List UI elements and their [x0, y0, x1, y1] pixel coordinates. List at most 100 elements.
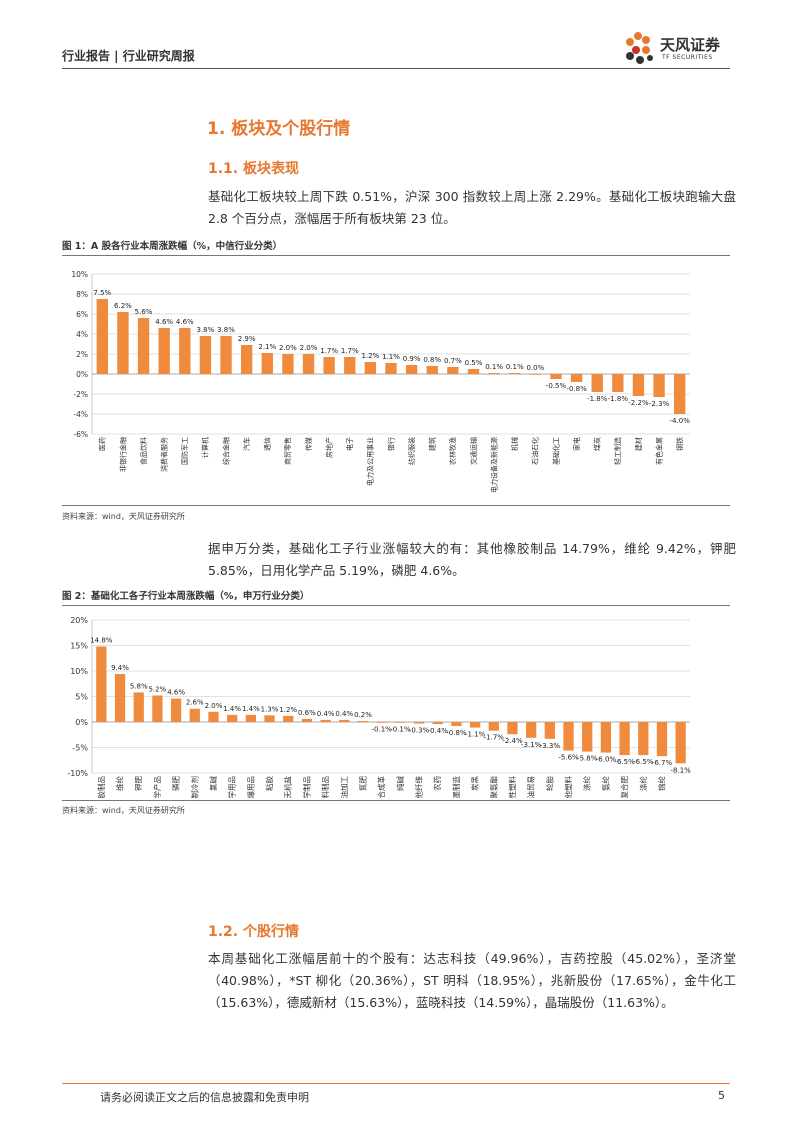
data-label: 0.4%	[317, 710, 335, 718]
bar	[563, 722, 574, 751]
category-label: 石油加工	[339, 776, 349, 798]
bar	[137, 318, 150, 374]
data-label: -2.4%	[502, 737, 523, 745]
data-label: -6.0%	[596, 756, 617, 764]
data-label: 4.6%	[176, 318, 194, 326]
data-label: -6.5%	[633, 758, 654, 766]
section-1-2-title: 1.2. 个股行情	[208, 924, 299, 940]
data-label: -0.1%	[372, 726, 393, 734]
data-label: 4.6%	[155, 318, 173, 326]
footer-divider	[62, 1083, 730, 1084]
data-label: -3.3%	[540, 742, 561, 750]
category-label: 电力设备及新能源	[489, 437, 498, 493]
data-label: -2.3%	[649, 400, 670, 408]
data-label: 2.6%	[186, 699, 204, 707]
category-label: 有色金属	[654, 437, 663, 465]
bar	[656, 722, 668, 757]
bar	[364, 362, 377, 374]
data-label: 0.6%	[298, 709, 316, 717]
category-label: 轮胎	[544, 776, 554, 791]
figure-1-bottom-rule	[62, 505, 730, 506]
data-label: 7.5%	[93, 289, 111, 297]
category-label: 涤纶	[582, 776, 592, 791]
bar	[582, 722, 593, 752]
category-label: 涤纶	[638, 776, 648, 791]
category-label: 石油石化	[531, 437, 540, 465]
data-label: 3.8%	[197, 326, 215, 334]
data-label: 0.9%	[403, 355, 421, 363]
data-label: -0.1%	[390, 726, 411, 734]
category-label: 钾肥	[134, 776, 143, 791]
bar	[591, 374, 603, 392]
category-label: 建材	[634, 437, 643, 451]
bar	[264, 715, 275, 722]
data-label: -1.7%	[484, 734, 505, 742]
bar	[189, 708, 200, 722]
bar	[323, 357, 335, 374]
figure-2-chart: 20% 15% 10% 5% 0% -5% -10% 14.8% 其他橡胶制品 9.4% 维纶 5.8…	[67, 616, 692, 798]
category-label: 综合金融	[221, 437, 230, 465]
data-label: 0.7%	[444, 357, 462, 365]
y-tick-label: 8%	[76, 290, 88, 299]
category-label: 涂料油漆油墨制造	[451, 776, 461, 798]
bar	[395, 722, 406, 723]
data-label: -8.1%	[671, 766, 692, 774]
bar	[467, 369, 480, 374]
data-label: 1.3%	[261, 705, 279, 713]
data-label: 2.0%	[300, 344, 318, 352]
report-header-title: 行业报告 | 行业研究周报	[62, 49, 195, 63]
section-1-1-paragraph: 基础化工板块较上周下跌 0.51%，沪深 300 指数较上周上涨 2.29%。基…	[208, 189, 736, 226]
category-label: 交通运输	[469, 437, 478, 465]
bar	[208, 711, 219, 722]
bar	[488, 373, 500, 374]
y-tick-label: 2%	[76, 350, 88, 359]
data-label: 0.4%	[335, 710, 353, 718]
bar	[261, 353, 273, 374]
category-label: 医药	[98, 437, 107, 451]
logo-icon	[626, 32, 653, 64]
category-label: 民爆用品	[245, 776, 255, 798]
y-tick-label: 0%	[76, 370, 88, 379]
figure-2-source: 资料来源：wind，天风证券研究所	[62, 806, 185, 815]
data-label: 14.8%	[90, 637, 113, 645]
category-label: 无机盐	[283, 776, 293, 798]
category-label: 氨纶	[600, 776, 610, 791]
data-label: 5.8%	[130, 682, 148, 690]
bar	[227, 714, 238, 722]
category-label: 纯碱	[395, 776, 405, 791]
bar	[600, 722, 612, 753]
category-label: 炭黑	[471, 776, 480, 791]
data-label: 4.6%	[167, 689, 185, 697]
data-label: -4.0%	[670, 417, 691, 425]
data-label: 2.1%	[258, 343, 276, 351]
data-label: 0.0%	[526, 364, 544, 372]
data-label: -6.7%	[652, 759, 673, 767]
subindustry-paragraph: 据申万分类，基础化工子行业涨幅较大的有：其他橡胶制品 14.79%，维纶 9.4…	[208, 541, 736, 578]
bar	[220, 336, 232, 374]
bar	[550, 374, 562, 379]
data-label: 0.8%	[423, 356, 441, 364]
y-tick-label: 4%	[76, 330, 88, 339]
figure-2-bottom-rule	[62, 800, 730, 801]
y-tick-label: 0%	[75, 718, 88, 727]
bar	[529, 374, 542, 375]
bar	[526, 722, 537, 738]
category-label: 氮肥	[357, 776, 367, 791]
section-1-1-title: 1.1. 板块表现	[208, 161, 299, 177]
category-label: 建筑	[428, 437, 437, 451]
category-label: 非银行金融	[118, 437, 127, 472]
y-tick-label: 6%	[76, 310, 88, 319]
category-label: 机械	[510, 437, 519, 451]
bar	[451, 722, 462, 727]
data-label: -1.1%	[465, 731, 486, 739]
bar	[638, 722, 649, 756]
bar	[653, 374, 665, 397]
bar	[385, 363, 397, 374]
category-label: 房地产	[324, 437, 333, 458]
category-label: 基础化工	[551, 437, 560, 465]
bar	[301, 718, 313, 722]
tf-securities-logo: 天风证券 TF SECURITIES	[622, 28, 742, 70]
category-label: 钢铁	[675, 437, 684, 451]
category-label: 聚氨酯	[488, 776, 498, 798]
category-label: 通信	[263, 437, 272, 451]
